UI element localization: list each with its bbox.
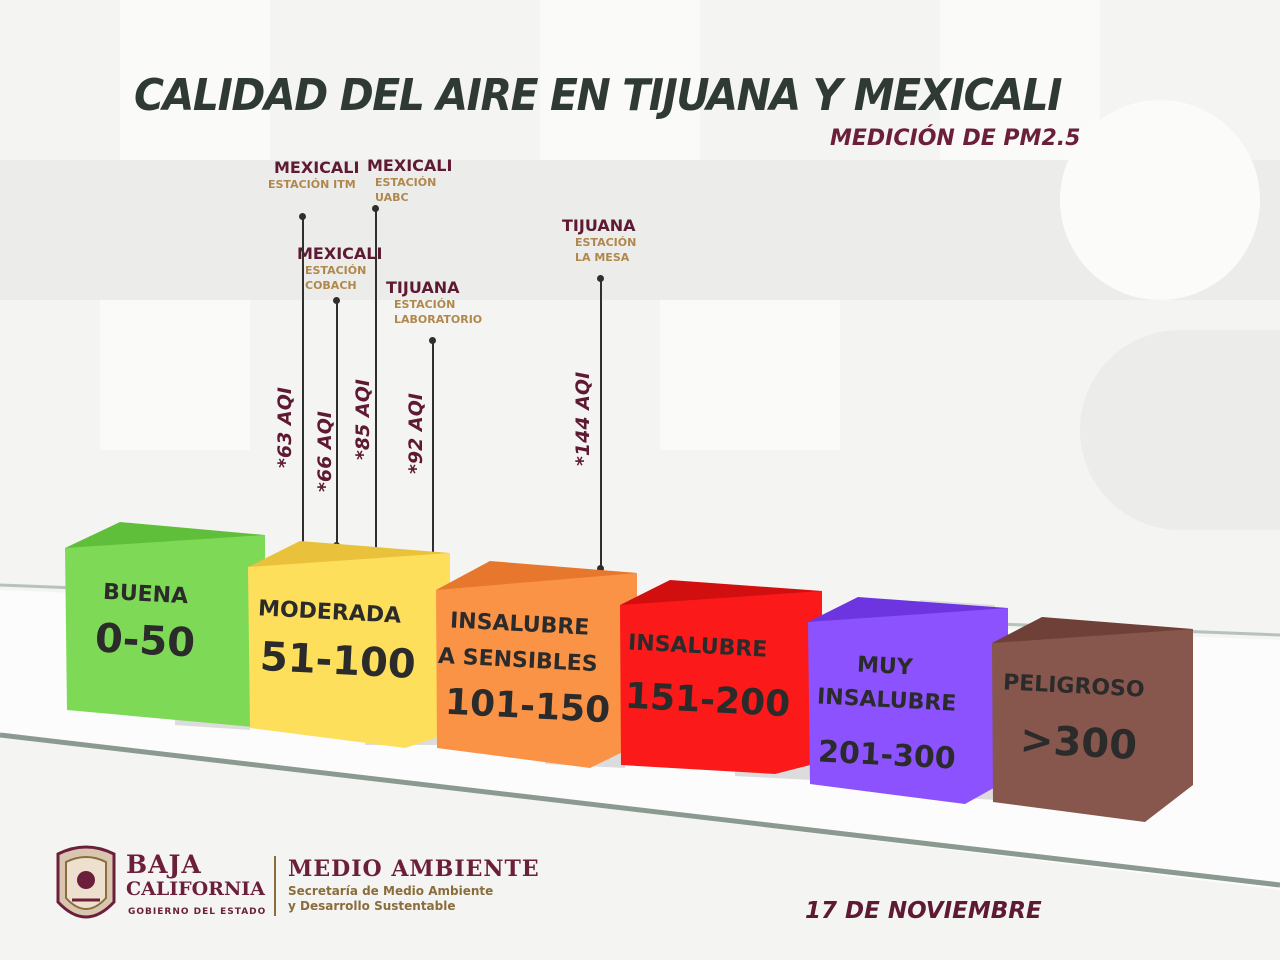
station-name: ESTACIÓN (375, 176, 437, 189)
brand-line-3: GOBIERNO DEL ESTADO (128, 907, 267, 917)
station-label-cobach: MEXICALI ESTACIÓN COBACH (297, 244, 382, 293)
station-city: MEXICALI (297, 244, 383, 263)
station-name: ESTACIÓN (394, 298, 456, 311)
pointer-line-cobach (336, 300, 338, 546)
pointer-dot (333, 297, 340, 304)
floor-rail-bottom (0, 732, 1280, 888)
pointer-dot (597, 275, 604, 282)
pointer-dot (597, 565, 604, 572)
pointer-line-la-mesa (600, 278, 602, 568)
category-block-insalubre-sensibles (436, 561, 637, 768)
category-block-peligroso (992, 617, 1193, 822)
station-city: TIJUANA (562, 216, 636, 235)
category-range: >300 (1018, 716, 1139, 770)
page-title: CALIDAD DEL AIRE EN TIJUANA Y MEXICALI (134, 70, 1062, 121)
category-block-buena (65, 522, 265, 728)
pointer-dot (299, 213, 306, 220)
category-block-insalubre (620, 580, 822, 774)
pointer-line-uabc (375, 208, 377, 558)
report-date: 17 DE NOVIEMBRE (805, 898, 1042, 924)
category-range: 101-150 (444, 681, 612, 732)
station-name: LA MESA (575, 251, 630, 264)
station-label-uabc: MEXICALI ESTACIÓN UABC (367, 156, 452, 205)
station-name: UABC (375, 191, 409, 204)
background-tile (660, 300, 840, 450)
station-city: MEXICALI (367, 156, 453, 175)
category-block-moderada (248, 541, 450, 748)
category-range: 151-200 (624, 675, 792, 726)
block-face (808, 608, 1008, 804)
station-city: TIJUANA (386, 278, 460, 297)
background-tile (1080, 330, 1280, 530)
category-range: 201-300 (817, 734, 957, 777)
background-tile (100, 300, 250, 450)
dept-name: MEDIO AMBIENTE (288, 856, 540, 882)
category-name: BUENA (102, 579, 189, 610)
category-range: 51-100 (258, 633, 417, 689)
block-face (65, 535, 265, 728)
brand-line-1: BAJA (126, 850, 202, 879)
block-face (992, 629, 1193, 822)
footer-divider (274, 856, 276, 916)
background-tile (940, 0, 1100, 160)
brand-line-2: CALIFORNIA (126, 878, 265, 900)
category-name: MUY (856, 652, 914, 681)
block-face (436, 573, 637, 768)
station-label-la-mesa: TIJUANA ESTACIÓN LA MESA (562, 216, 636, 265)
pointer-dot (372, 205, 379, 212)
background-tile (120, 0, 270, 160)
pointer-line-laboratorio (432, 340, 434, 558)
background-tile (540, 0, 700, 160)
station-name: ESTACIÓN ITM (268, 178, 356, 191)
station-name: ESTACIÓN (305, 264, 367, 277)
pointer-line-itm (302, 216, 304, 546)
category-range: 0-50 (93, 615, 197, 667)
station-label-laboratorio: TIJUANA ESTACIÓN LABORATORIO (386, 278, 482, 327)
category-block-muy-insalubre (808, 597, 1008, 804)
block-face (620, 591, 822, 774)
state-seal-icon (56, 845, 116, 919)
dept-subtitle: y Desarrollo Sustentable (288, 899, 456, 913)
background-tile (1060, 100, 1260, 300)
block-face (248, 553, 450, 748)
station-name: ESTACIÓN (575, 236, 637, 249)
page-subtitle: MEDICIÓN DE PM2.5 (830, 126, 1081, 151)
dept-subtitle: Secretaría de Medio Ambiente (288, 884, 494, 898)
station-label-itm: MEXICALI ESTACIÓN ITM (268, 158, 360, 192)
station-name: COBACH (305, 279, 357, 292)
station-name: LABORATORIO (394, 313, 483, 326)
station-city: MEXICALI (274, 158, 360, 177)
pointer-dot (429, 337, 436, 344)
